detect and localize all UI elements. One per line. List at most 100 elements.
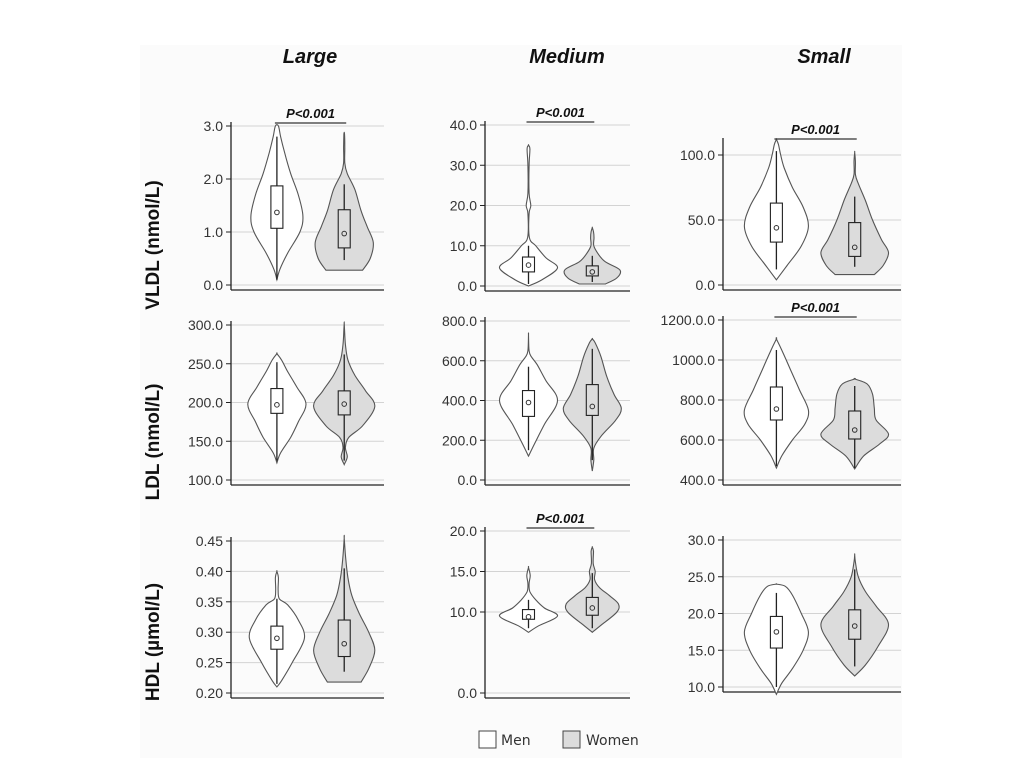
panel-0-2: 0.0 50.0 100.0 P<0.001 — [680, 122, 901, 293]
iqr-box-women — [337, 209, 351, 249]
median-marker-men — [773, 629, 780, 635]
violin-chart-grid: Large Medium Small VLDL (nmol/L) LDL (nm… — [143, 46, 901, 749]
p-value-label: P<0.001 — [791, 122, 840, 137]
y-tick-label: 400.0 — [442, 393, 477, 409]
p-value-label: P<0.001 — [536, 511, 585, 526]
p-value-label: P<0.001 — [791, 300, 840, 315]
y-tick-label: 0.35 — [196, 594, 223, 610]
y-tick-label: 50.0 — [688, 212, 715, 228]
median-marker-women — [851, 427, 858, 433]
iqr-box-women — [337, 619, 351, 658]
y-tick-label: 20.0 — [688, 606, 715, 622]
y-tick-label: 0.40 — [196, 563, 223, 579]
y-tick-label: 0.0 — [458, 278, 478, 294]
y-tick-label: 600.0 — [442, 353, 477, 369]
median-marker-women — [851, 623, 858, 629]
y-tick-label: 25.0 — [688, 569, 715, 585]
y-tick-label: 200.0 — [442, 432, 477, 448]
panel-1-0: 100.0 150.0 200.0 250.0 300.0 — [188, 317, 384, 488]
median-marker-women — [341, 640, 348, 647]
legend: Men Women — [478, 730, 639, 749]
legend-label-men: Men — [501, 733, 531, 749]
panel-0-1: 0.0 10.0 20.0 30.0 40.0 P<0.001 — [450, 105, 630, 294]
violin-women — [563, 226, 622, 285]
y-tick-label: 20.0 — [450, 198, 477, 214]
iqr-box-women — [848, 609, 862, 640]
y-tick-label: 30.0 — [450, 157, 477, 173]
panel-2-0: 0.20 0.25 0.30 0.35 0.40 0.45 — [196, 533, 384, 701]
panel-0-0: 0.0 1.0 2.0 3.0 P<0.001 — [204, 106, 384, 293]
iqr-box-women — [585, 384, 599, 416]
iqr-box-men — [270, 387, 284, 414]
y-tick-label: 150.0 — [188, 433, 223, 449]
median-marker-women — [851, 244, 858, 251]
row-label-ldl: LDL (nmol/L) — [143, 384, 164, 501]
y-tick-label: 30.0 — [688, 532, 715, 548]
violin-men — [498, 565, 559, 633]
legend-swatch-men — [478, 730, 497, 749]
y-tick-label: 3.0 — [204, 118, 224, 134]
y-tick-label: 800.0 — [442, 313, 477, 329]
legend-swatch-women — [562, 730, 581, 749]
iqr-box-women — [337, 390, 351, 416]
iqr-box-men — [521, 390, 536, 417]
median-marker-men — [773, 406, 780, 412]
y-tick-label: 2.0 — [204, 171, 224, 187]
y-tick-label: 0.25 — [196, 655, 223, 671]
y-tick-label: 10.0 — [450, 604, 477, 620]
median-marker-women — [341, 401, 348, 407]
y-tick-label: 300.0 — [188, 317, 223, 333]
iqr-box-men — [270, 625, 284, 650]
y-tick-label: 40.0 — [450, 117, 477, 133]
panel-1-1: 0.0 200.0 400.0 600.0 800.0 — [442, 313, 630, 488]
y-tick-label: 0.0 — [458, 685, 478, 701]
y-tick-label: 0.0 — [204, 277, 224, 293]
median-marker-men — [274, 209, 280, 216]
y-tick-label: 1200.0.0 — [661, 312, 716, 328]
y-tick-label: 0.20 — [196, 685, 223, 701]
iqr-box-men — [769, 386, 783, 421]
y-tick-label: 20.0 — [450, 523, 477, 539]
legend-label-women: Women — [586, 733, 639, 749]
y-tick-label: 0.0 — [458, 472, 478, 488]
median-marker-men — [274, 402, 280, 408]
violin-men — [498, 144, 559, 287]
p-value-label: P<0.001 — [286, 106, 335, 121]
row-label-hdl: HDL (µmol/L) — [143, 583, 164, 701]
median-marker-men — [525, 614, 532, 620]
median-marker-women — [589, 269, 596, 275]
median-marker-men — [525, 262, 532, 268]
y-tick-label: 200.0 — [188, 395, 223, 411]
row-label-vldl: VLDL (nmol/L) — [143, 180, 164, 309]
figure-panel: Large Medium Small VLDL (nmol/L) LDL (nm… — [140, 45, 902, 758]
y-tick-label: 800.0 — [680, 392, 715, 408]
median-marker-men — [773, 225, 780, 231]
iqr-box-women — [848, 410, 862, 440]
median-marker-women — [589, 403, 596, 410]
iqr-box-men — [521, 256, 536, 273]
panel-1-2: 400.0 600.0 800.0 1000.0 1200.0.0 P<0.001 — [661, 300, 901, 488]
y-tick-label: 0.30 — [196, 624, 223, 640]
y-tick-label: 600.0 — [680, 432, 715, 448]
median-marker-women — [341, 230, 348, 237]
median-marker-men — [274, 635, 280, 642]
iqr-box-men — [769, 202, 783, 243]
p-value-label: P<0.001 — [536, 105, 585, 120]
y-tick-label: 0.45 — [196, 533, 223, 549]
y-tick-label: 15.0 — [450, 564, 477, 580]
y-tick-label: 400.0 — [680, 472, 715, 488]
y-tick-label: 10.0 — [688, 679, 715, 695]
iqr-box-women — [585, 596, 599, 616]
panel-2-1: 0.0 10.0 15.0 20.0 P<0.001 — [450, 511, 630, 701]
column-title-large: Large — [283, 46, 337, 68]
y-tick-label: 1000.0 — [672, 352, 715, 368]
y-tick-label: 0.0 — [696, 277, 716, 293]
column-title-medium: Medium — [529, 46, 605, 68]
y-tick-label: 10.0 — [450, 238, 477, 254]
y-tick-label: 100.0 — [680, 147, 715, 163]
y-tick-label: 15.0 — [688, 642, 715, 658]
panels-group: 0.0 1.0 2.0 3.0 P<0.001 0.0 10.0 20.0 30.0 40.0 P<… — [188, 105, 901, 701]
panel-2-2: 10.0 15.0 20.0 25.0 30.0 — [688, 532, 901, 696]
column-title-small: Small — [797, 46, 851, 68]
iqr-box-men — [270, 185, 284, 229]
